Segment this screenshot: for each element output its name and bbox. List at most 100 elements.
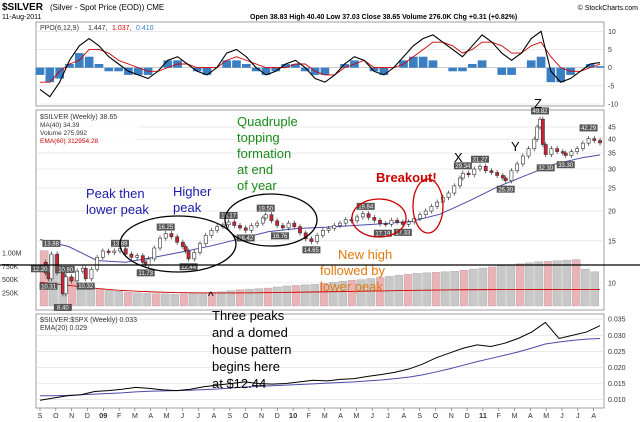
x-tick-label: S: [227, 413, 232, 420]
candle-body: [140, 255, 145, 263]
annotation-newhigh-line3: lower peak: [320, 279, 383, 294]
ppo-histogram-bar: [507, 67, 516, 75]
x-tick-label: N: [449, 413, 454, 420]
x-tick-label: A: [212, 413, 217, 420]
volume-bar: [142, 293, 151, 307]
price-label: 8.40: [57, 306, 69, 312]
ppo-legend-value: 1.447,: [88, 25, 108, 32]
ppo-histogram-bar: [45, 67, 55, 83]
candle-body: [298, 226, 302, 234]
ppo-histogram-bar: [536, 56, 546, 68]
ppo-histogram-bar: [104, 67, 114, 72]
candle-body: [320, 230, 325, 236]
volume-bar: [534, 261, 543, 307]
candle-body: [183, 246, 188, 252]
annotation-peak-line1: Peak then: [86, 186, 145, 201]
price-label: 12.44: [181, 265, 197, 271]
annotations: Peak then lower peak Higher peak Quadrup…: [86, 96, 542, 391]
volume-bar: [478, 267, 487, 307]
volume-tick-label: 500K: [2, 277, 19, 284]
ratio-panel: 0.035 0.030 0.025 0.020 0.015 0.010 $SILVER:$…: [35, 313, 626, 409]
ratio-tick-label: 0.015: [608, 381, 626, 388]
annotation-three-line4: begins here: [212, 359, 280, 374]
x-tick-label: F: [307, 413, 311, 420]
price-tick-label: 35: [608, 151, 616, 158]
candle-body: [226, 221, 231, 226]
candle-body: [452, 185, 457, 194]
annotation-three-line5: at $12.44: [212, 376, 266, 391]
candle-body: [372, 217, 377, 221]
x-tick-label: J: [560, 413, 564, 420]
x-tick-label: J: [196, 413, 200, 420]
candle-body: [292, 222, 297, 227]
ratio-legend-name: $SILVER:$SPX (Weekly) 0.033: [40, 317, 137, 324]
price-tick-label: 30: [608, 167, 616, 174]
ratio-tick-label: 0.035: [608, 317, 626, 324]
ppo-histogram-bar: [585, 64, 595, 68]
volume-bar: [431, 272, 441, 307]
volume-bar: [441, 271, 450, 307]
candle-body: [472, 168, 477, 175]
x-tick-label: O: [243, 413, 249, 420]
candle-body: [389, 219, 394, 225]
volume-bar: [506, 264, 515, 307]
candle-body: [55, 253, 60, 274]
ppo-histogram-bar: [409, 56, 418, 68]
ppo-histogram-bar: [163, 60, 173, 68]
volume-bar: [133, 292, 142, 307]
volume-bar: [357, 279, 366, 307]
ellipse-quadruple-top: [224, 193, 318, 247]
x-tick-label: N: [69, 413, 74, 420]
volume-bar: [226, 290, 235, 307]
annotation-quad-line3: formation: [237, 146, 291, 161]
volume-bar: [95, 288, 105, 307]
volume-bar: [189, 293, 198, 307]
x-tick-label: D: [85, 413, 90, 420]
price-label: 12.20: [32, 267, 48, 273]
candle-body: [260, 217, 265, 224]
ratio-tick-label: 0.025: [608, 349, 626, 356]
ppo-histogram-bar: [281, 64, 290, 68]
price-tick-label: 25: [608, 185, 616, 192]
ppo-panel: 10 5 0 -5 -10 PPO(6,12,9) 1.447, 1.037, 0.41…: [35, 21, 618, 109]
annotation-higher-line2: peak: [173, 200, 202, 215]
ppo-signal-line: [40, 41, 601, 83]
x-tick-label: 09: [99, 411, 107, 420]
ratio-tick-label: 0.010: [608, 397, 626, 404]
candle-body: [549, 148, 554, 155]
candle-body: [555, 148, 560, 152]
candle-body: [315, 235, 320, 242]
x-tick-label: S: [38, 413, 43, 420]
candle-body: [360, 213, 365, 218]
price-label-box: [556, 161, 575, 169]
ppo-histogram-bar: [232, 60, 241, 68]
candle-body: [135, 255, 140, 258]
volume-bar: [49, 255, 58, 307]
candle-body: [198, 243, 202, 253]
candle-body: [232, 221, 237, 226]
candle-body: [192, 252, 197, 260]
price-label-box: [271, 232, 289, 240]
candle-body: [532, 138, 537, 149]
volume-bar: [207, 292, 217, 307]
price-label-box: [236, 234, 255, 242]
price-label-box: [579, 124, 598, 132]
candle-body: [95, 256, 100, 270]
candle-body: [543, 144, 548, 155]
price-label-box: [302, 246, 321, 254]
annotation-newhigh-line1: New high: [338, 247, 392, 262]
candle-body: [129, 253, 134, 258]
ppo-histogram-bar: [477, 60, 487, 68]
volume-tick-label: 250K: [2, 290, 19, 297]
candle-body: [286, 222, 291, 229]
candle-body: [158, 237, 162, 249]
volume-bar: [413, 273, 422, 307]
volume-bar: [347, 279, 357, 307]
volume-bar: [114, 291, 123, 307]
candle-body: [598, 140, 602, 144]
ppo-histogram-bar: [418, 56, 428, 68]
ppo-tick-label: 0: [608, 65, 612, 72]
ppo-histogram-bar: [94, 64, 104, 68]
ppo-histogram-bar: [300, 67, 310, 72]
candle-body: [466, 172, 471, 175]
